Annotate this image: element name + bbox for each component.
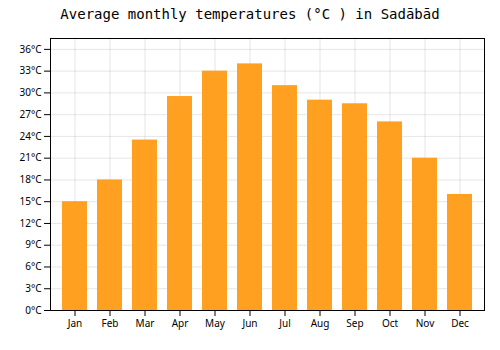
svg-text:12°C: 12°C	[19, 216, 42, 230]
svg-text:36°C: 36°C	[19, 42, 42, 56]
svg-text:33°C: 33°C	[19, 63, 42, 77]
svg-text:Apr: Apr	[172, 316, 189, 330]
svg-text:Dec: Dec	[451, 316, 469, 330]
svg-text:6°C: 6°C	[25, 259, 42, 273]
svg-text:Aug: Aug	[311, 316, 330, 330]
svg-text:Sep: Sep	[346, 316, 363, 330]
svg-text:30°C: 30°C	[19, 85, 42, 99]
svg-text:3°C: 3°C	[25, 281, 42, 295]
svg-text:Mar: Mar	[136, 316, 155, 330]
svg-text:Oct: Oct	[382, 316, 399, 330]
svg-text:24°C: 24°C	[19, 129, 42, 143]
svg-text:Jun: Jun	[241, 316, 257, 330]
svg-text:Jul: Jul	[278, 316, 291, 330]
html-text:Average monthly temperatures (: Average monthly temperatures (°C ) in Sa…	[60, 6, 440, 22]
svg-text:Feb: Feb	[102, 316, 119, 330]
svg-text:15°C: 15°C	[19, 194, 42, 208]
svg-text:27°C: 27°C	[19, 107, 42, 121]
svg-text:9°C: 9°C	[25, 237, 42, 251]
svg-text:0°C: 0°C	[25, 303, 42, 317]
svg-text:21°C: 21°C	[19, 150, 42, 164]
svg-text:Jan: Jan	[67, 316, 83, 330]
svg-text:18°C: 18°C	[19, 172, 42, 186]
svg-text:May: May	[205, 316, 226, 330]
svg-text:Nov: Nov	[416, 316, 435, 330]
